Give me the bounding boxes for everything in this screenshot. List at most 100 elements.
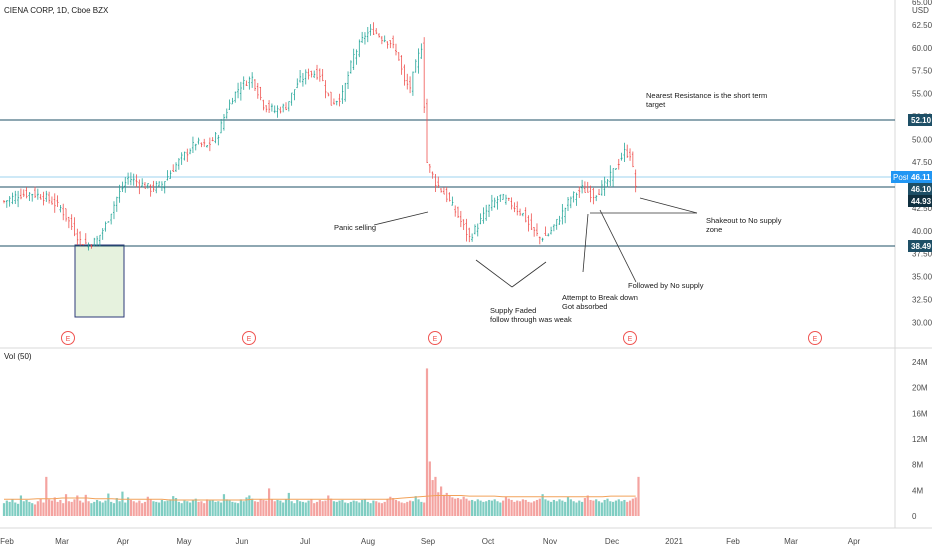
volume-bar [375, 501, 378, 516]
volume-bar [95, 499, 99, 516]
candle [177, 158, 180, 170]
badge-44-93: 44.93 [908, 195, 932, 207]
volume-bar [411, 501, 414, 516]
volume-tick-label: 8M [912, 461, 923, 470]
candle [507, 197, 510, 202]
volume-bar [510, 499, 513, 516]
volume-bar [442, 494, 446, 516]
candle [293, 89, 296, 101]
candle [73, 217, 76, 237]
volume-tick-label: 16M [912, 409, 928, 418]
candle [361, 31, 364, 44]
candle [39, 194, 42, 200]
volume-bar [90, 503, 93, 516]
volume-bar [485, 501, 488, 516]
time-tick-label: May [176, 537, 191, 546]
time-tick-label: Apr [117, 537, 130, 546]
candle [479, 213, 482, 225]
volume-bar [42, 502, 45, 516]
volume-bar [617, 499, 620, 516]
candle [375, 28, 378, 35]
candle [155, 181, 158, 194]
volume-bar [406, 501, 409, 516]
volume-bar [273, 501, 276, 516]
candle [567, 196, 569, 211]
candle [448, 192, 451, 202]
volume-bar [186, 501, 189, 516]
volume-bar [330, 498, 333, 516]
candle [186, 148, 189, 162]
candle [217, 134, 220, 146]
volume-bar [239, 499, 242, 516]
candle [287, 101, 290, 112]
candle [237, 82, 240, 99]
volume-bar [346, 503, 350, 516]
volume-bar [462, 496, 465, 516]
volume-bar [45, 476, 48, 516]
candle [510, 197, 513, 210]
candle [110, 213, 113, 225]
volume-bar [352, 500, 355, 516]
candle [544, 226, 547, 236]
candle [332, 98, 335, 105]
candle [406, 73, 409, 90]
volume-bar [600, 502, 603, 516]
time-tick-label: Feb [0, 537, 14, 546]
candle [191, 136, 194, 154]
volume-bar [626, 501, 629, 516]
volume-bar [623, 499, 626, 516]
earnings-marker[interactable]: E [428, 331, 442, 345]
candle [65, 208, 68, 222]
volume-bar [104, 500, 107, 516]
earnings-marker[interactable]: E [242, 331, 256, 345]
volume-bar [126, 497, 130, 516]
time-tick-label: 2021 [665, 537, 683, 546]
candle [462, 219, 465, 231]
earnings-marker[interactable]: E [808, 331, 822, 345]
volume-bar [440, 486, 443, 516]
volume-bar [597, 501, 601, 516]
volume-bar [146, 496, 149, 516]
price-tick-label: 62.50 [912, 21, 932, 30]
volume-bar [581, 501, 584, 516]
candle [476, 223, 479, 237]
volume-bar [612, 501, 615, 516]
volume-bar [118, 501, 121, 516]
volume-bar [112, 503, 116, 516]
volume-bar [482, 501, 485, 516]
accumulation-zone-box [74, 244, 125, 318]
price-tick-label: 42.50 [912, 204, 932, 213]
candle [11, 192, 14, 205]
volume-bar [211, 499, 214, 516]
candle [59, 205, 62, 213]
candle [499, 194, 502, 202]
candle [253, 79, 256, 91]
volume-bar [392, 498, 395, 516]
volume-bar [586, 495, 589, 516]
candle [620, 152, 623, 161]
badge-52-10: 52.10 [908, 114, 932, 126]
candle [245, 80, 248, 87]
volume-bar [471, 499, 474, 516]
candle [259, 86, 262, 101]
volume-bar [180, 503, 183, 516]
volume-bar [166, 500, 169, 516]
price-tick-label: 55.00 [912, 90, 932, 99]
candle [138, 179, 141, 195]
currency-label: USD [912, 6, 929, 15]
candle [183, 151, 186, 161]
candle [400, 55, 403, 75]
candle [352, 48, 355, 70]
volume-bar [138, 500, 141, 516]
candle [50, 196, 53, 205]
candle [538, 236, 541, 245]
earnings-marker[interactable]: E [61, 331, 75, 345]
volume-bar [84, 494, 87, 516]
candle [392, 35, 395, 49]
candle [569, 196, 572, 209]
earnings-marker[interactable]: E [623, 331, 637, 345]
candle [502, 193, 505, 200]
candle [592, 187, 595, 205]
